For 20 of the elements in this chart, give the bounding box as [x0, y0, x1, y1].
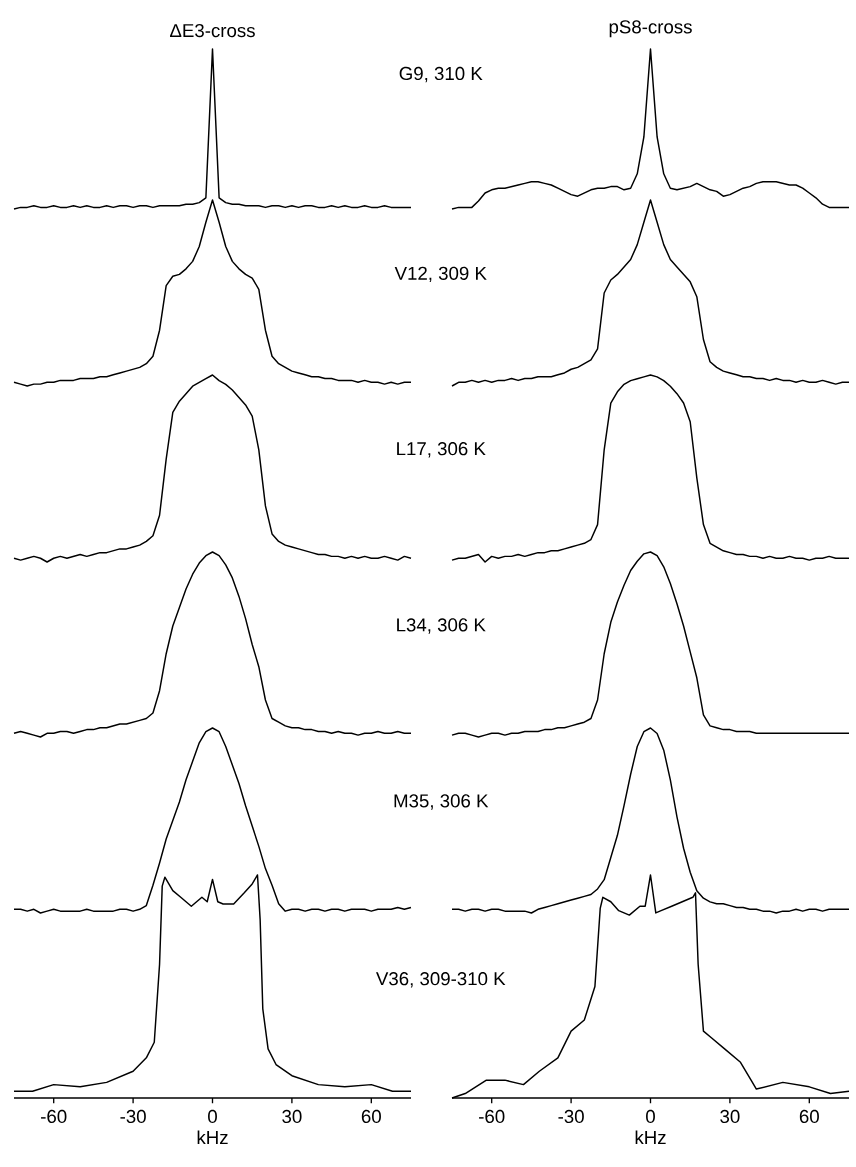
- x-tick-label: 60: [361, 1109, 381, 1124]
- x-tick-label: 0: [208, 1109, 217, 1124]
- x-tick-label: 30: [720, 1109, 740, 1124]
- annotation: V36, 309-310 K: [376, 972, 506, 988]
- annotation: M35, 306 K: [394, 794, 489, 810]
- annotation: L34, 306 K: [397, 618, 486, 634]
- x-tick-label: 60: [799, 1109, 819, 1124]
- x-axis-title: kHz: [635, 1130, 666, 1144]
- x-tick-label: 0: [646, 1109, 655, 1124]
- annotation: L17, 306 K: [397, 442, 486, 458]
- x-tick-label: -30: [120, 1109, 146, 1124]
- x-axis-title: kHz: [197, 1130, 228, 1144]
- x-tick-label: 30: [282, 1109, 302, 1124]
- x-tick-label: -30: [558, 1109, 584, 1124]
- chart-title: ΔE3-cross: [170, 23, 255, 38]
- annotation: G9, 310 K: [399, 66, 483, 83]
- chart-title: pS8-cross: [609, 20, 692, 38]
- x-tick-label: -60: [41, 1109, 67, 1124]
- annotation: V12, 309 K: [394, 266, 487, 283]
- x-tick-label: -60: [479, 1109, 505, 1124]
